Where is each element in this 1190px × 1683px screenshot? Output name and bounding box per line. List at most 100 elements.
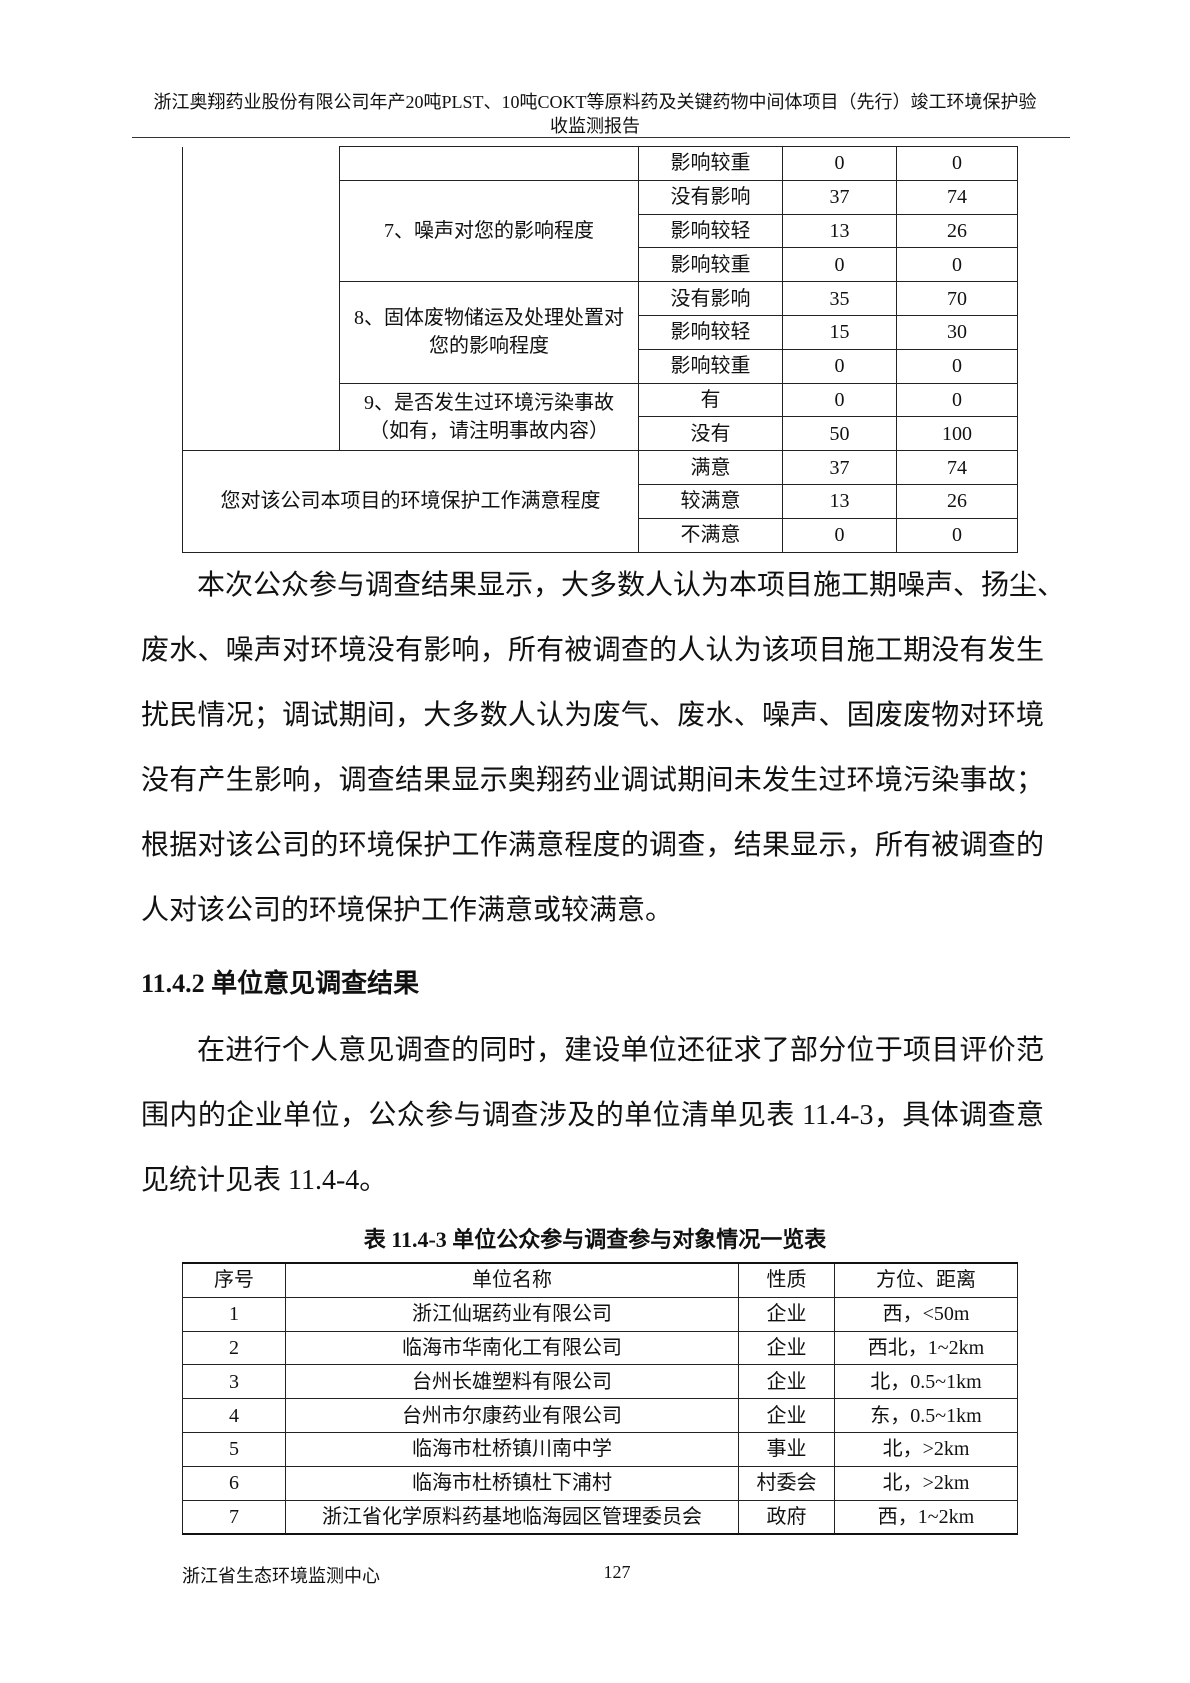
cell: 台州长雄塑料有限公司 — [285, 1364, 739, 1400]
text-line: 本次公众参与调查结果显示，大多数人认为本项目施工期噪声、扬尘、 — [197, 570, 1066, 601]
table-row: 1 浙江仙琚药业有限公司 企业 西，<50m — [182, 1296, 1018, 1332]
header-line: 收监测报告 — [550, 116, 640, 136]
item-line: （如有，请注明事故内容） — [369, 419, 609, 442]
item-line: 9、是否发生过环境污染事故 — [364, 391, 614, 414]
cell: 4 — [182, 1398, 286, 1433]
text-line: 扰民情况；调试期间，大多数人认为废气、废水、噪声、固废废物对环境 — [141, 700, 1044, 731]
cell: 北，>2km — [834, 1431, 1018, 1467]
cell: 临海市杜桥镇川南中学 — [285, 1431, 739, 1467]
table-row: 没有 50 100 — [183, 416, 1018, 452]
text-line: 根据对该公司的环境保护工作满意程度的调查，结果显示，所有被调查的 — [141, 830, 1044, 861]
option-cell: 没有影响 — [638, 281, 783, 316]
section-heading: 11.4.2 单位意见调查结果 — [141, 969, 420, 998]
table-row: 6 临海市杜桥镇杜下浦村 村委会 北，>2km — [182, 1465, 1018, 1501]
table-row: 4 台州市尔康药业有限公司 企业 东，0.5~1km — [182, 1398, 1018, 1433]
text-line: 围内的企业单位，公众参与调查涉及的单位清单见表 11.4-3，具体调查意 — [141, 1100, 1044, 1131]
item-line: 8、固体废物储运及处理处置对 — [354, 307, 624, 330]
cell: 3 — [182, 1364, 286, 1400]
table-row: 影响较重 0 0 — [182, 146, 1018, 452]
cell: 企业 — [738, 1330, 835, 1366]
text-line: 见统计见表 11.4-4。 — [141, 1165, 388, 1196]
table-row: 不满意 0 0 — [183, 517, 1018, 553]
survey-table: 影响较重 0 0 7、噪声对您的影响程度 没有影响 37 74 影响较轻 13 26 影响较重 0 0 8… — [182, 146, 1018, 553]
table-row: 您对该公司本项目的环境保护工作满意程度 满意 37 74 — [182, 450, 1018, 553]
table-row: 较满意 13 26 — [183, 483, 1018, 519]
count-cell: 0 — [782, 146, 897, 181]
cell: 台州市尔康药业有限公司 — [285, 1398, 739, 1433]
cell: 7 — [182, 1499, 286, 1535]
count-cell: 30 — [896, 314, 1018, 350]
table-row: 影响较轻 13 26 — [183, 213, 1018, 249]
count-cell: 70 — [896, 281, 1018, 316]
text-line: 废水、噪声对环境没有影响，所有被调查的人认为该项目施工期没有发生 — [141, 635, 1044, 666]
footer-org: 浙江省生态环境监测中心 — [182, 1566, 380, 1586]
option-cell: 影响较轻 — [638, 314, 783, 350]
cell: 企业 — [738, 1364, 835, 1400]
count-cell: 37 — [782, 450, 897, 485]
option-cell: 满意 — [638, 450, 783, 485]
count-cell: 0 — [896, 247, 1018, 283]
cell: 西，<50m — [834, 1296, 1018, 1332]
count-cell: 0 — [896, 382, 1018, 418]
cell: 村委会 — [738, 1465, 835, 1501]
table-row: 8、固体废物储运及处理处置对 您的影响程度 没有影响 35 70 — [183, 281, 1018, 384]
item-line: 7、噪声对您的影响程度 — [384, 219, 594, 242]
table-caption: 表 11.4-3 单位公众参与调查参与对象情况一览表 — [363, 1227, 827, 1252]
cell: 东，0.5~1km — [834, 1398, 1018, 1433]
count-cell: 0 — [896, 517, 1018, 553]
cell: 1 — [182, 1296, 286, 1332]
cell: 企业 — [738, 1398, 835, 1433]
item-cell: 7、噪声对您的影响程度 — [339, 179, 639, 283]
count-cell: 0 — [782, 382, 897, 418]
table-row: 影响较重 0 0 — [183, 247, 1018, 283]
page-number: 127 — [603, 1562, 631, 1582]
count-cell: 0 — [782, 348, 897, 384]
paragraph: 本次公众参与调查结果显示，大多数人认为本项目施工期噪声、扬尘、废水、噪声对环境没… — [141, 553, 1066, 943]
option-cell: 较满意 — [638, 483, 783, 519]
table-row: 影响较轻 15 30 — [183, 314, 1018, 350]
text-line: 在进行个人意见调查的同时，建设单位还征求了部分位于项目评价范 — [197, 1035, 1044, 1066]
header-cell: 性质 — [738, 1262, 835, 1298]
header-cell: 单位名称 — [285, 1262, 739, 1298]
table-row: 7 浙江省化学原料药基地临海园区管理委员会 政府 西，1~2km — [182, 1499, 1018, 1535]
option-cell: 有 — [638, 382, 783, 418]
count-cell: 26 — [896, 483, 1018, 519]
count-cell: 13 — [782, 483, 897, 519]
option-cell: 影响较轻 — [638, 213, 783, 249]
option-cell: 影响较重 — [638, 146, 783, 181]
cell: 企业 — [738, 1296, 835, 1332]
table-row: 影响较重 0 0 — [183, 348, 1018, 384]
count-cell: 26 — [896, 213, 1018, 249]
count-cell: 37 — [782, 179, 897, 215]
cell: 浙江仙琚药业有限公司 — [285, 1296, 739, 1332]
table-row: 9、是否发生过环境污染事故 （如有，请注明事故内容）有 0 0 — [183, 382, 1018, 452]
blank-cell — [182, 146, 340, 452]
option-cell: 没有影响 — [638, 179, 783, 215]
header-cell: 序号 — [182, 1262, 286, 1298]
cell: 西，1~2km — [834, 1499, 1018, 1535]
cell: 6 — [182, 1465, 286, 1501]
cell: 北，>2km — [834, 1465, 1018, 1501]
table-row: 7、噪声对您的影响程度 没有影响 37 74 — [183, 179, 1018, 283]
cell: 2 — [182, 1330, 286, 1366]
count-cell: 0 — [782, 247, 897, 283]
item-cell: 您对该公司本项目的环境保护工作满意程度 — [182, 450, 639, 553]
count-cell: 50 — [782, 416, 897, 452]
paragraph: 在进行个人意见调查的同时，建设单位还征求了部分位于项目评价范围内的企业单位，公众… — [141, 1018, 1044, 1213]
header-cell: 方位、距离 — [834, 1262, 1018, 1298]
cell: 浙江省化学原料药基地临海园区管理委员会 — [285, 1499, 739, 1535]
count-cell: 35 — [782, 281, 897, 316]
text-line: 人对该公司的环境保护工作满意或较满意。 — [141, 895, 674, 926]
table-row: 5 临海市杜桥镇川南中学 事业 北，>2km — [182, 1431, 1018, 1467]
count-cell: 0 — [896, 348, 1018, 384]
option-cell: 影响较重 — [638, 247, 783, 283]
count-cell: 0 — [782, 517, 897, 553]
cell: 北，0.5~1km — [834, 1364, 1018, 1400]
cell: 西北，1~2km — [834, 1330, 1018, 1366]
count-cell: 13 — [782, 213, 897, 249]
table-row: 3 台州长雄塑料有限公司 企业 北，0.5~1km — [182, 1364, 1018, 1400]
header-line: 浙江奥翔药业股份有限公司年产20吨PLST、10吨COKT等原料药及关键药物中间… — [153, 92, 1037, 112]
item-cell: 9、是否发生过环境污染事故 （如有，请注明事故内容） — [339, 382, 639, 452]
header-rule — [132, 137, 1070, 138]
